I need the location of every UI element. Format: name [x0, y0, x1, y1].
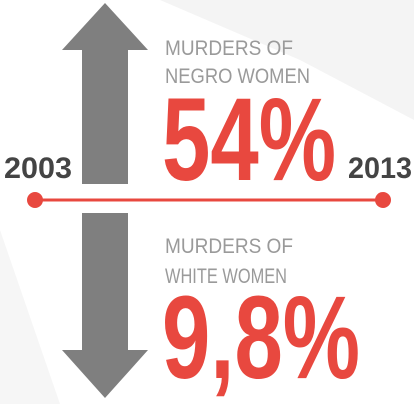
- label-line: MURDERS OF: [165, 37, 293, 60]
- end-year: 2013: [348, 152, 412, 185]
- label-line: NEGRO WOMEN: [165, 65, 310, 88]
- background-shape: [160, 0, 414, 120]
- down-arrow: [62, 213, 148, 398]
- value: 9,8%: [162, 272, 360, 404]
- timeline-dot: [375, 192, 391, 208]
- timeline-dot: [27, 192, 43, 208]
- label-line: WHITE WOMEN: [165, 265, 287, 288]
- value: 54%: [162, 74, 336, 206]
- start-year: 2003: [4, 152, 72, 185]
- up-arrow: [62, 3, 148, 184]
- label-line: MURDERS OF: [165, 235, 293, 258]
- background-shape: [0, 230, 60, 404]
